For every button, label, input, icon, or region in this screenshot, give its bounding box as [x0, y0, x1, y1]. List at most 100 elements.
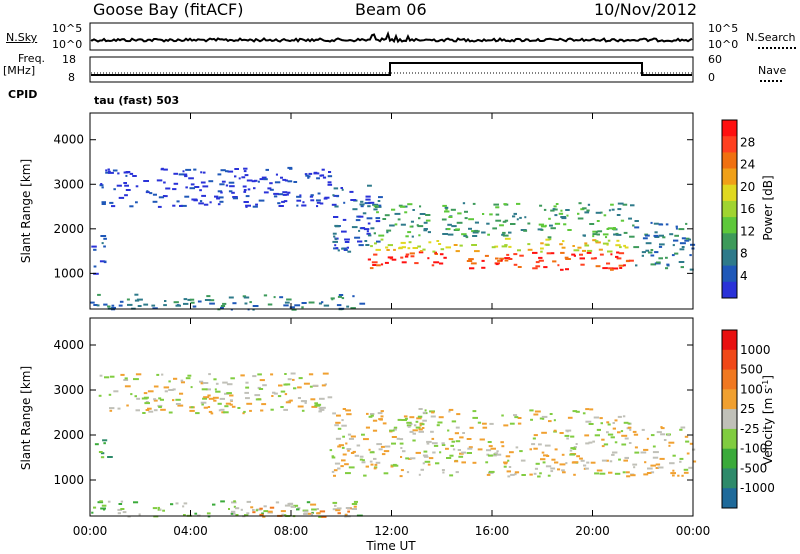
power-panel-cell [220, 169, 226, 172]
power-panel-cell [650, 249, 654, 251]
velocity-panel-cell [517, 422, 522, 425]
power-panel-cell [327, 175, 333, 178]
power-panel-cell [380, 263, 384, 266]
velocity-panel-cell [331, 456, 336, 459]
power-panel-cell [516, 218, 519, 221]
velocity-panel-cell [334, 424, 339, 427]
y-tick-label: 2000 [53, 428, 84, 442]
power-panel-cell [602, 267, 608, 270]
velocity-panel-cell [606, 431, 609, 434]
power-panel-cell [431, 264, 435, 267]
velocity-panel-cell [535, 462, 540, 465]
power-panel-cell [558, 212, 564, 215]
power-panel-cell [519, 254, 524, 257]
power-panel-cell [374, 242, 377, 245]
power-panel-cell [577, 212, 580, 215]
power-panel-cell [316, 199, 321, 202]
velocity-panel-cell [172, 399, 175, 402]
velocity-panel-cell [363, 474, 367, 477]
power-panel-cell [617, 202, 624, 205]
power-panel-cell [645, 249, 650, 252]
power-panel-cell [543, 266, 548, 269]
power-panel-cell [623, 264, 626, 267]
power-panel-cell [386, 231, 389, 234]
velocity-panel-cell [466, 438, 472, 440]
power-panel-cell [436, 240, 440, 242]
power-panel-cell [590, 257, 596, 260]
power-panel-cell [137, 305, 142, 307]
velocity-panel-cell [472, 416, 478, 419]
freq-tick-top: 18 [62, 53, 76, 66]
x-tick-label: 20:00 [575, 524, 610, 538]
power-panel-cell [332, 194, 335, 197]
power-panel-cell [202, 171, 206, 174]
power-panel-cell [418, 251, 424, 254]
colorbar-tick-label: 25 [740, 402, 755, 416]
power-panel-cell [554, 208, 558, 211]
velocity-panel-cell [356, 444, 361, 447]
power-panel-cell [252, 308, 255, 311]
colorbar-swatch [722, 389, 737, 410]
power-panel-cell [351, 226, 358, 229]
power-panel-cell [645, 234, 650, 237]
power-panel-cell [101, 186, 104, 189]
power-panel-cell [384, 214, 390, 217]
power-panel-cell [101, 242, 104, 245]
velocity-panel-cell [647, 467, 653, 470]
power-panel-cell [508, 258, 513, 260]
velocity-panel-cell [553, 429, 557, 432]
velocity-panel-cell [605, 459, 609, 462]
velocity-panel-cell [549, 413, 553, 415]
power-panel-cell [612, 267, 619, 270]
power-panel-cell [313, 172, 320, 175]
velocity-panel-cell [333, 474, 336, 477]
power-panel-cell [358, 229, 361, 232]
power-panel-cell [209, 201, 212, 204]
power-panel-cell [365, 195, 371, 198]
velocity-panel-cell [231, 501, 237, 504]
velocity-panel-cell [553, 419, 556, 422]
velocity-panel-cell [172, 388, 176, 391]
power-panel-cell [579, 257, 585, 260]
velocity-panel-cell [219, 397, 225, 400]
velocity-panel-cell [424, 460, 431, 463]
power-panel-cell [504, 257, 511, 260]
power-panel-cell [405, 235, 409, 238]
power-panel-cell [336, 195, 339, 198]
nave-legend-line [760, 80, 782, 82]
velocity-panel-cell [407, 425, 411, 428]
velocity-panel-cell [533, 434, 538, 437]
power-panel-cell [267, 303, 273, 306]
power-panel-cell [152, 193, 157, 196]
power-panel-cell [319, 174, 323, 177]
power-panel-cell [623, 244, 626, 247]
power-panel-cell [633, 246, 640, 249]
velocity-panel-cell [686, 452, 690, 455]
colorbar-swatch [722, 369, 737, 390]
velocity-panel-cell [576, 455, 580, 458]
power-panel-cell [243, 201, 249, 203]
power-panel-cell [502, 234, 509, 237]
power-panel-cell [560, 251, 565, 254]
velocity-panel-cell [494, 452, 498, 455]
power-panel-cell [434, 253, 438, 255]
power-panel-cell [375, 217, 381, 220]
power-panel-cell [333, 187, 339, 190]
power-panel-cell [365, 198, 371, 201]
velocity-panel-cell [652, 451, 659, 454]
velocity-panel-cell [152, 507, 158, 510]
velocity-panel-cell [287, 400, 291, 403]
power-panel-cell [586, 251, 592, 254]
power-panel-cell [516, 202, 521, 205]
x-axis-label: Time UT [365, 539, 416, 553]
power-panel-cell [341, 247, 347, 250]
velocity-panel-cell [100, 456, 105, 459]
velocity-panel-cell [332, 412, 336, 415]
velocity-panel-cell [207, 394, 211, 397]
velocity-panel-cell [319, 408, 325, 411]
velocity-panel-cell [103, 508, 106, 511]
velocity-panel-cell [244, 514, 249, 517]
power-panel-cell [218, 196, 224, 199]
velocity-panel-cell [567, 416, 573, 419]
velocity-panel-cell [215, 390, 221, 393]
